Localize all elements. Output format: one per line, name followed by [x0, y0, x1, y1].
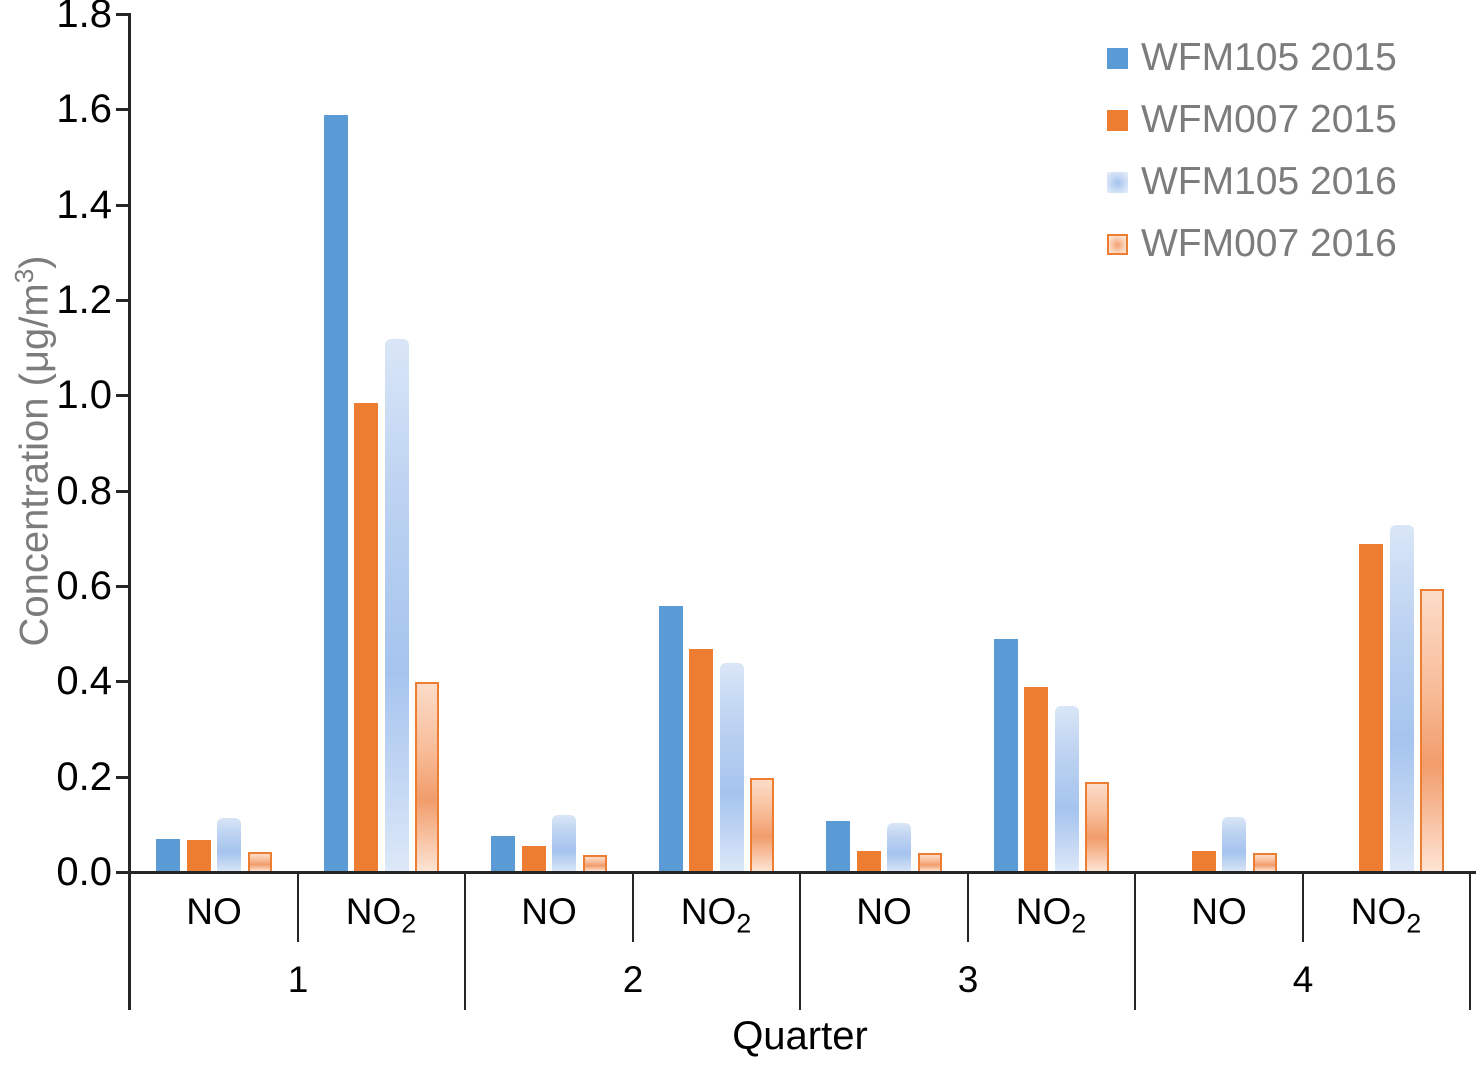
y-tick: [116, 871, 130, 874]
bar-wfm007-2015-q1-no: [187, 840, 211, 873]
y-tick: [116, 108, 130, 111]
legend-item-wfm105-2016: WFM105 2016: [1107, 151, 1397, 213]
x-label-no2: NO2: [1015, 891, 1087, 939]
bar-wfm007-2015-q1-no2: [354, 403, 378, 873]
bar-wfm007-2015-q4-no2: [1359, 544, 1383, 873]
legend-swatch-icon: [1107, 171, 1128, 193]
bar-wfm007-2015-q2-no: [522, 846, 546, 873]
y-tick-label: 0.4: [56, 659, 112, 703]
bar-wfm105-2015-q2-no: [491, 836, 515, 873]
y-tick: [116, 13, 130, 16]
bar-wfm007-2015-q4-no: [1192, 851, 1216, 873]
bar-wfm007-2016-q3-no: [918, 853, 942, 873]
quarter-boundary-line: [1469, 874, 1471, 1010]
x-axis-line: [128, 871, 1476, 874]
x-label-quarter: 3: [957, 959, 979, 1000]
quarter-boundary-line: [799, 874, 801, 1010]
legend-label: WFM105 2016: [1141, 160, 1397, 203]
x-label-no: NO: [186, 891, 242, 932]
bar-wfm007-2016-q4-no: [1253, 853, 1277, 873]
y-tick-label: 1.8: [56, 0, 112, 36]
x-label-no2: NO2: [1350, 891, 1422, 939]
bar-wfm007-2015-q3-no2: [1024, 687, 1048, 873]
y-tick-label: 1.0: [56, 373, 112, 417]
bar-wfm105-2016-q4-no2: [1390, 525, 1414, 873]
bar-wfm105-2016-q2-no: [552, 815, 576, 873]
legend-label: WFM105 2015: [1141, 36, 1397, 79]
bar-wfm105-2016-q3-no: [887, 823, 911, 873]
bar-wfm105-2015-q1-no2: [324, 115, 348, 873]
legend-swatch-icon: [1107, 233, 1128, 255]
y-tick-label: 1.6: [56, 87, 112, 131]
bar-wfm105-2015-q2-no2: [659, 606, 683, 873]
y-tick: [116, 204, 130, 207]
y-tick: [116, 394, 130, 397]
legend: WFM105 2015 WFM007 2015 WFM105 2016 WFM007 …: [1107, 27, 1397, 275]
y-tick-label: 0.8: [56, 469, 112, 513]
y-axis-line: [128, 13, 131, 1010]
x-label-no: NO: [521, 891, 577, 932]
subgroup-boundary-line: [1302, 874, 1304, 942]
quarter-boundary-line: [464, 874, 466, 1010]
bar-wfm105-2015-q3-no2: [994, 639, 1018, 873]
y-tick: [116, 490, 130, 493]
x-label-no: NO: [1191, 891, 1247, 932]
legend-label: WFM007 2015: [1141, 98, 1397, 141]
y-tick-label: 0.2: [56, 755, 112, 799]
legend-swatch-icon: [1107, 109, 1128, 131]
y-tick-label: 1.2: [56, 278, 112, 322]
y-tick: [116, 299, 130, 302]
bar-wfm105-2016-q1-no: [217, 818, 241, 873]
bar-wfm105-2015-q3-no: [826, 821, 850, 873]
x-label-no2: NO2: [345, 891, 417, 939]
bar-wfm007-2016-q3-no2: [1085, 782, 1109, 873]
y-tick-label: 0.0: [56, 850, 112, 894]
legend-item-wfm007-2015: WFM007 2015: [1107, 89, 1397, 151]
quarter-boundary-line: [1134, 874, 1136, 1010]
subgroup-boundary-line: [632, 874, 634, 942]
y-tick: [116, 680, 130, 683]
bar-wfm007-2016-q4-no2: [1420, 589, 1444, 873]
legend-item-wfm007-2016: WFM007 2016: [1107, 213, 1397, 275]
bar-wfm105-2016-q3-no2: [1055, 706, 1079, 873]
bar-wfm105-2016-q4-no: [1222, 817, 1246, 873]
x-axis-title: Quarter: [732, 1014, 868, 1058]
x-label-no2: NO2: [680, 891, 752, 939]
legend-item-wfm105-2015: WFM105 2015: [1107, 27, 1397, 89]
bar-wfm007-2016-q2-no2: [750, 778, 774, 873]
bar-wfm105-2016-q2-no2: [720, 663, 744, 873]
bar-wfm105-2015-q1-no: [156, 839, 180, 873]
legend-label: WFM007 2016: [1141, 222, 1397, 265]
x-label-no: NO: [856, 891, 912, 932]
y-tick: [116, 585, 130, 588]
bar-wfm105-2016-q1-no2: [385, 339, 409, 873]
y-tick: [116, 776, 130, 779]
x-label-quarter: 1: [287, 959, 309, 1000]
y-tick-label: 1.4: [56, 183, 112, 227]
x-label-quarter: 4: [1292, 959, 1314, 1000]
y-tick-label: 0.6: [56, 564, 112, 608]
bar-wfm007-2015-q3-no: [857, 851, 881, 873]
legend-swatch-icon: [1107, 47, 1128, 69]
subgroup-boundary-line: [297, 874, 299, 942]
x-label-quarter: 2: [622, 959, 644, 1000]
bar-wfm007-2015-q2-no2: [689, 649, 713, 873]
y-axis-title-close: ): [12, 255, 57, 269]
subgroup-boundary-line: [967, 874, 969, 942]
bar-wfm007-2016-q1-no2: [415, 682, 439, 873]
bar-wfm007-2016-q1-no: [248, 852, 272, 873]
